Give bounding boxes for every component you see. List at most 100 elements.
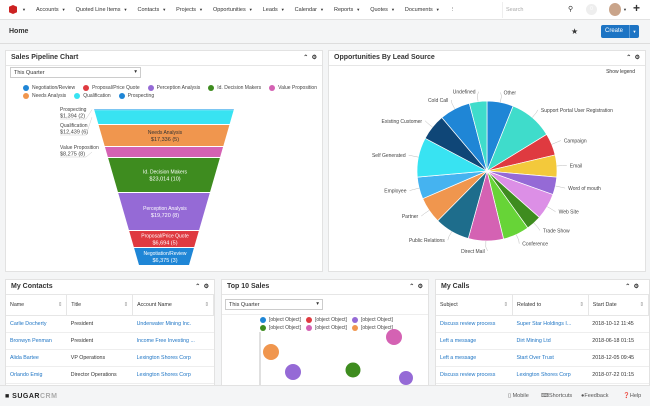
funnel-segment[interactable]	[118, 193, 210, 230]
search-input[interactable]: Search	[502, 2, 570, 18]
collapse-icon[interactable]: ⌃	[625, 284, 631, 290]
legend-item[interactable]: Proposal/Price Quote	[83, 85, 140, 91]
notifications-badge[interactable]: 0	[586, 4, 597, 15]
table-cell[interactable]: Discuss review process	[436, 315, 513, 333]
nav-item-calendar[interactable]: Calendar ▼	[295, 7, 324, 13]
gear-icon[interactable]: ⚙	[311, 55, 317, 61]
table-cell[interactable]: Dirt Mining Ltd	[512, 332, 589, 350]
sale-bubble[interactable]	[345, 362, 361, 378]
gear-icon[interactable]: ⚙	[417, 284, 423, 290]
sort-icon[interactable]: ⇕	[503, 301, 508, 308]
nav-item-leads[interactable]: Leads ▼	[263, 7, 285, 13]
legend-item[interactable]: [object Object]	[260, 325, 301, 331]
chevron-down-icon[interactable]: ▼	[162, 6, 167, 12]
table-cell[interactable]: Super Star Holdings I...	[512, 315, 589, 333]
chevron-down-icon[interactable]: ▼	[629, 25, 639, 38]
table-row[interactable]: Left a message Start Over Trust 2018-12-05…	[436, 349, 649, 367]
search-icon[interactable]: ⚲	[568, 6, 574, 13]
chevron-down-icon[interactable]: ▼	[320, 6, 324, 12]
legend-item[interactable]: Negotiation/Review	[23, 85, 75, 91]
app-logo[interactable]	[9, 5, 17, 14]
table-cell[interactable]: Lexington Shores Corp	[132, 349, 214, 367]
sort-icon[interactable]: ⇕	[204, 301, 209, 308]
column-header[interactable]: Start Date ⇕	[588, 295, 649, 316]
legend-item[interactable]: Qualification	[74, 93, 111, 99]
sort-icon[interactable]: ⇕	[123, 301, 129, 308]
legend-item[interactable]: [object Object]	[351, 325, 393, 331]
column-header[interactable]: Account Name ⇕	[132, 295, 214, 316]
gear-icon[interactable]: ⚙	[203, 284, 209, 290]
help-link[interactable]: ❓Help	[623, 393, 642, 399]
time-filter-select[interactable]: This Quarter	[225, 299, 323, 310]
column-header[interactable]: Related to ⇕	[512, 295, 589, 316]
legend-item[interactable]: Id. Decision Makers	[208, 85, 261, 91]
funnel-segment[interactable]	[98, 125, 230, 146]
nav-item-projects[interactable]: Projects ▼	[176, 7, 203, 13]
legend-item[interactable]: [object Object]	[305, 325, 347, 331]
sale-bubble[interactable]	[263, 344, 279, 360]
more-menu-icon[interactable]: ⋮	[449, 6, 456, 13]
table-cell[interactable]: Left a message	[436, 349, 513, 367]
show-legend-link[interactable]: Show legend	[606, 69, 635, 75]
collapse-icon[interactable]: ⌃	[303, 55, 309, 61]
funnel-segment[interactable]	[94, 110, 234, 124]
create-button[interactable]: Create ▼	[601, 25, 639, 38]
collapse-icon[interactable]: ⌃	[195, 284, 201, 290]
feedback-link[interactable]: ●Feedback	[581, 393, 609, 399]
star-icon[interactable]: ★	[571, 27, 579, 36]
legend-item[interactable]: Prospecting	[118, 93, 154, 99]
table-cell[interactable]: Underwater Mining Inc.	[132, 315, 214, 333]
mobile-link[interactable]: ▯ Mobile	[508, 393, 529, 399]
legend-item[interactable]: [object Object]	[305, 317, 347, 323]
funnel-segment[interactable]	[94, 109, 234, 111]
column-header[interactable]: Name ⇕	[6, 295, 68, 316]
nav-item-quotes[interactable]: Quotes ▼	[370, 7, 395, 13]
avatar[interactable]	[609, 3, 621, 16]
table-cell[interactable]: Bronwyn Penman	[6, 332, 67, 350]
table-cell[interactable]: Discuss review process	[436, 366, 513, 384]
nav-item-documents[interactable]: Documents ▼	[405, 7, 440, 13]
chevron-down-icon[interactable]: ▼	[623, 7, 627, 12]
table-cell[interactable]: Carlie Docherty	[6, 315, 67, 333]
gear-icon[interactable]: ⚙	[633, 284, 639, 290]
legend-item[interactable]: Perception Analysis	[147, 85, 200, 91]
sale-bubble[interactable]	[285, 364, 301, 380]
table-row[interactable]: Discuss review process Lexington Shores C…	[436, 366, 649, 384]
table-row[interactable]: Bronwyn Penman President Income Free Inves…	[6, 332, 214, 350]
chevron-down-icon[interactable]: ▼	[280, 6, 285, 12]
table-cell[interactable]: Lexington Shores Corp	[132, 366, 214, 384]
table-cell[interactable]: Start Over Trust	[512, 349, 589, 367]
column-header[interactable]: Title ⇕	[66, 295, 134, 316]
sort-icon[interactable]: ⇕	[57, 301, 63, 308]
funnel-segment[interactable]	[104, 147, 224, 157]
table-cell[interactable]: Left a message	[436, 332, 513, 350]
nav-item-contacts[interactable]: Contacts ▼	[137, 7, 166, 13]
table-row[interactable]: Carlie Docherty President Underwater Minin…	[6, 315, 214, 333]
table-cell[interactable]: Income Free Investing ...	[132, 332, 214, 350]
legend-item[interactable]: [object Object]	[351, 317, 393, 323]
chevron-down-icon[interactable]: ▼	[22, 7, 26, 12]
legend-item[interactable]: Value Proposition	[269, 85, 317, 91]
chevron-down-icon[interactable]: ▼	[356, 6, 361, 12]
table-row[interactable]: Alida Bartee VP Operations Lexington Shore…	[6, 349, 214, 367]
collapse-icon[interactable]: ⌃	[626, 55, 632, 61]
sale-bubble[interactable]	[386, 329, 402, 345]
sale-bubble[interactable]	[399, 371, 413, 385]
nav-item-reports[interactable]: Reports ▼	[334, 7, 360, 13]
gear-icon[interactable]: ⚙	[634, 55, 640, 61]
sort-icon[interactable]: ⇕	[639, 301, 644, 308]
nav-item-accounts[interactable]: Accounts ▼	[36, 7, 66, 13]
nav-item-quoted-line-items[interactable]: Quoted Line Items ▼	[76, 7, 128, 13]
chevron-down-icon[interactable]: ▼	[248, 6, 253, 12]
funnel-segment[interactable]	[134, 248, 194, 265]
column-header[interactable]: Subject ⇕	[436, 295, 513, 316]
chevron-down-icon[interactable]: ▼	[390, 6, 395, 12]
table-row[interactable]: Left a message Dirt Mining Ltd 2018-06-18 …	[436, 332, 649, 350]
table-row[interactable]: Discuss review process Super Star Holding…	[436, 315, 649, 333]
funnel-segment[interactable]	[129, 231, 199, 247]
chevron-down-icon[interactable]: ▼	[61, 6, 66, 12]
sort-icon[interactable]: ⇕	[579, 301, 584, 308]
quick-create-icon[interactable]: +	[633, 1, 641, 15]
table-cell[interactable]: Lexington Shores Corp	[512, 366, 589, 384]
legend-item[interactable]: [object Object]	[260, 317, 301, 323]
